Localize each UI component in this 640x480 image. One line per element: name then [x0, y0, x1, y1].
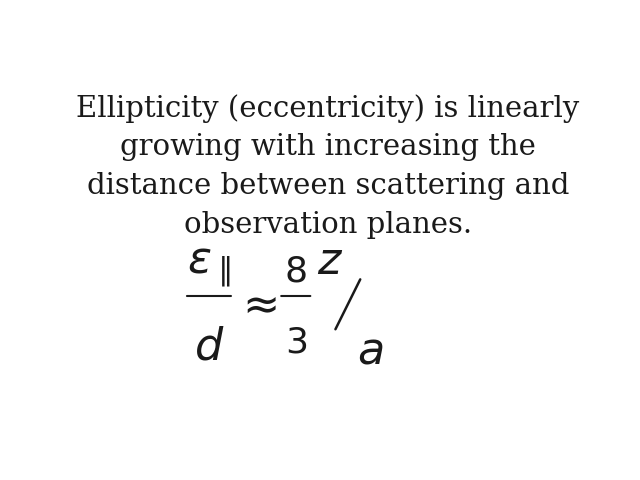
Text: $z$: $z$: [317, 240, 344, 283]
Text: $\approx$: $\approx$: [234, 284, 278, 327]
Text: $\varepsilon_{\parallel}$: $\varepsilon_{\parallel}$: [187, 246, 231, 288]
Text: $d$: $d$: [194, 325, 224, 369]
Text: $a$: $a$: [357, 329, 383, 372]
Text: observation planes.: observation planes.: [184, 211, 472, 239]
Text: $3$: $3$: [285, 325, 307, 360]
Text: distance between scattering and: distance between scattering and: [87, 172, 569, 200]
Text: Ellipticity (eccentricity) is linearly: Ellipticity (eccentricity) is linearly: [76, 95, 580, 123]
Text: growing with increasing the: growing with increasing the: [120, 133, 536, 161]
Text: $8$: $8$: [284, 254, 307, 288]
